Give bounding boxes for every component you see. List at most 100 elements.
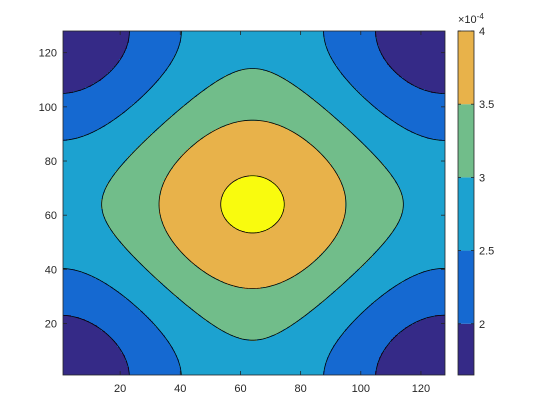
contour-cell [65, 181, 67, 183]
contour-cell [101, 113, 103, 115]
contour-cell [117, 165, 119, 167]
contour-cell [107, 205, 109, 207]
contour-cell [89, 215, 91, 217]
contour-cell [69, 59, 71, 61]
contour-cell [95, 271, 97, 273]
contour-cell [115, 249, 117, 251]
contour-cell [93, 345, 95, 347]
contour-cell [95, 257, 97, 259]
contour-cell [69, 265, 71, 267]
contour-cell [91, 269, 93, 271]
contour-cell [81, 215, 83, 217]
contour-cell [73, 369, 75, 371]
contour-cell [87, 43, 89, 45]
contour-cell [105, 257, 107, 259]
contour-cell [119, 49, 121, 51]
contour-cell [85, 209, 87, 211]
contour-cell [67, 245, 69, 247]
contour-cell [67, 335, 69, 337]
contour-cell [103, 91, 105, 93]
contour-cell [99, 169, 101, 171]
contour-cell [67, 365, 69, 367]
contour-cell [95, 163, 97, 165]
contour-cell [117, 147, 119, 149]
contour-cell [107, 179, 109, 181]
contour-cell [105, 287, 107, 289]
contour-cell [81, 255, 83, 257]
contour-cell [65, 195, 67, 197]
contour-cell [79, 321, 81, 323]
contour-cell [83, 349, 85, 351]
contour-cell [105, 129, 107, 131]
contour-cell [71, 305, 73, 307]
contour-cell [85, 71, 87, 73]
contour-cell [87, 201, 89, 203]
contour-cell [87, 365, 89, 367]
contour-cell [113, 263, 115, 265]
contour-cell [87, 71, 89, 73]
contour-cell [111, 173, 113, 175]
contour-cell [101, 39, 103, 41]
contour-cell [119, 249, 121, 251]
contour-cell [89, 109, 91, 111]
contour-cell [91, 353, 93, 355]
contour-cell [99, 139, 101, 141]
contour-cell [109, 309, 111, 311]
contour-cell [71, 143, 73, 145]
contour-cell [95, 337, 97, 339]
contour-cell [71, 65, 73, 67]
contour-cell [107, 97, 109, 99]
contour-cell [99, 345, 101, 347]
contour-cell [65, 121, 67, 123]
contour-cell [73, 149, 75, 151]
contour-cell [117, 123, 119, 125]
contour-cell [69, 233, 71, 235]
contour-cell [71, 287, 73, 289]
contour-cell [109, 155, 111, 157]
contour-cell [105, 87, 107, 89]
contour-cell [99, 145, 101, 147]
contour-cell [83, 363, 85, 365]
contour-cell [67, 121, 69, 123]
contour-cell [83, 37, 85, 39]
contour-cell [109, 53, 111, 55]
contour-cell [89, 243, 91, 245]
contour-cell [101, 275, 103, 277]
contour-cell [99, 299, 101, 301]
contour-cell [75, 67, 77, 69]
contour-cell [73, 59, 75, 61]
contour-cell [119, 181, 121, 183]
contour-cell [83, 337, 85, 339]
contour-cell [65, 295, 67, 297]
contour-cell [89, 261, 91, 263]
contour-cell [87, 229, 89, 231]
contour-cell [95, 341, 97, 343]
contour-cell [71, 51, 73, 53]
contour-cell [77, 259, 79, 261]
contour-cell [85, 183, 87, 185]
contour-cell [109, 271, 111, 273]
contour-cell [85, 333, 87, 335]
contour-cell [115, 35, 117, 37]
contour-cell [103, 225, 105, 227]
contour-cell [109, 175, 111, 177]
contour-cell [83, 263, 85, 265]
contour-cell [99, 101, 101, 103]
contour-cell [109, 221, 111, 223]
contour-cell [101, 33, 103, 35]
contour-cell [93, 269, 95, 271]
contour-cell [105, 79, 107, 81]
contour-cell [75, 371, 77, 373]
contour-cell [91, 231, 93, 233]
contour-cell [119, 267, 121, 269]
contour-cell [115, 165, 117, 167]
contour-cell [93, 153, 95, 155]
contour-cell [107, 253, 109, 255]
contour-cell [113, 259, 115, 261]
contour-cell [83, 69, 85, 71]
contour-cell [65, 309, 67, 311]
contour-cell [107, 63, 109, 65]
contour-cell [73, 37, 75, 39]
contour-cell [97, 61, 99, 63]
contour-cell [119, 229, 121, 231]
